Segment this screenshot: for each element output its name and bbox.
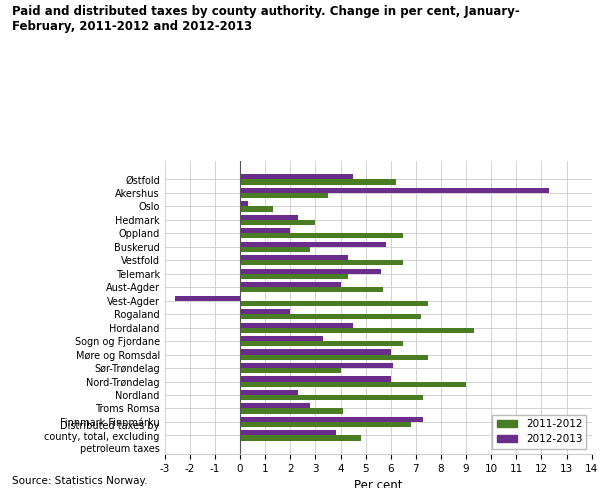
Bar <box>240 376 391 382</box>
Bar <box>240 242 386 247</box>
Bar <box>240 274 348 279</box>
X-axis label: Per cent: Per cent <box>354 479 403 488</box>
Bar <box>240 404 310 408</box>
Bar <box>240 390 298 395</box>
Bar <box>240 228 290 233</box>
Text: Paid and distributed taxes by county authority. Change in per cent, January-
Feb: Paid and distributed taxes by county aut… <box>12 5 520 33</box>
Bar <box>240 188 549 193</box>
Bar <box>240 174 353 180</box>
Bar <box>240 180 396 184</box>
Legend: 2011-2012, 2012-2013: 2011-2012, 2012-2013 <box>492 415 586 448</box>
Bar <box>240 309 290 314</box>
Bar <box>240 193 328 198</box>
Bar <box>240 260 403 265</box>
Bar <box>240 336 323 341</box>
Bar <box>240 430 336 435</box>
Bar <box>240 233 403 239</box>
Bar <box>174 296 240 301</box>
Bar <box>240 255 348 260</box>
Bar <box>240 327 473 333</box>
Bar <box>240 314 421 319</box>
Bar <box>240 301 428 306</box>
Bar <box>240 395 423 400</box>
Text: Source: Statistics Norway.: Source: Statistics Norway. <box>12 476 148 486</box>
Bar <box>240 355 428 360</box>
Bar <box>240 417 423 422</box>
Bar <box>240 269 381 274</box>
Bar <box>240 341 403 346</box>
Bar <box>240 368 340 373</box>
Bar <box>240 382 466 386</box>
Bar <box>240 201 248 206</box>
Bar <box>240 287 383 292</box>
Bar <box>240 408 343 414</box>
Bar <box>240 206 273 211</box>
Bar <box>240 282 340 287</box>
Bar <box>240 215 298 220</box>
Bar <box>240 349 391 355</box>
Bar <box>240 247 310 252</box>
Bar <box>240 363 393 368</box>
Bar <box>240 323 353 327</box>
Bar <box>240 422 411 427</box>
Bar <box>240 220 315 225</box>
Bar <box>240 435 361 441</box>
